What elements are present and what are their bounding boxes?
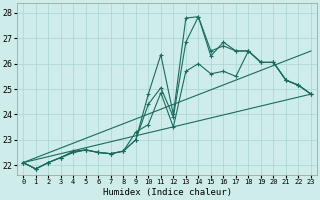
X-axis label: Humidex (Indice chaleur): Humidex (Indice chaleur) (103, 188, 232, 197)
